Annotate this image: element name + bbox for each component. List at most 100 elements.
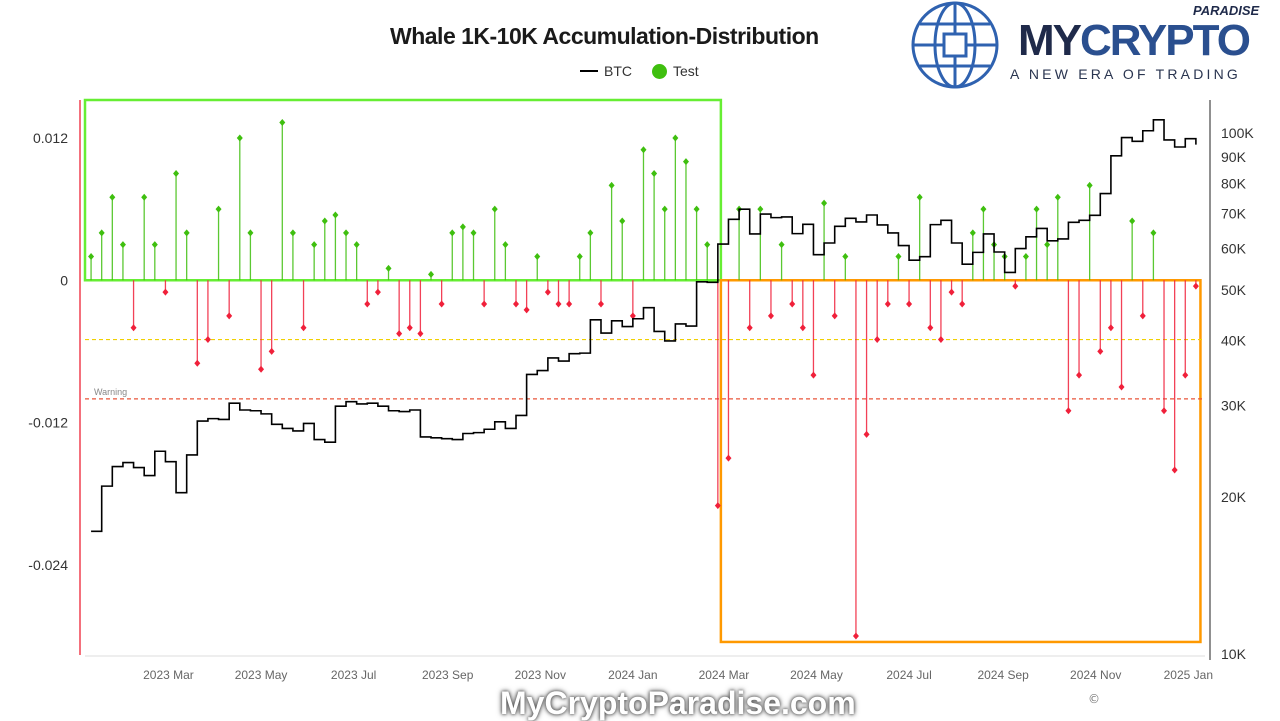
- bar-marker: [1012, 282, 1019, 290]
- legend-test-swatch: [652, 63, 667, 79]
- bar-marker: [1097, 347, 1104, 355]
- bar-marker: [268, 347, 275, 355]
- bar-marker: [746, 324, 753, 332]
- logo-paradise: PARADISE: [1193, 3, 1260, 18]
- bar-marker: [672, 134, 679, 142]
- bar-marker: [587, 229, 594, 237]
- y-right-tick-label: 90K: [1221, 149, 1247, 165]
- x-tick-label: 2024 Jul: [886, 668, 931, 682]
- bar-marker: [1054, 193, 1061, 201]
- y-left-tick-label: 0: [60, 272, 68, 288]
- bar-marker: [640, 146, 647, 154]
- btc-line: [91, 119, 1197, 533]
- bar-marker: [831, 312, 838, 320]
- bar-marker: [725, 454, 732, 462]
- bar-marker: [98, 229, 105, 237]
- bar-marker: [1076, 371, 1083, 379]
- bar-marker: [1129, 217, 1136, 225]
- bar-marker: [651, 170, 658, 178]
- bar-marker: [1192, 282, 1199, 290]
- bar-marker: [502, 241, 509, 249]
- bar-marker: [289, 229, 296, 237]
- bar-marker: [364, 300, 371, 308]
- legend: BTC Test: [580, 62, 699, 80]
- bar-marker: [481, 300, 488, 308]
- bar-marker: [661, 205, 668, 213]
- x-tick-label: 2023 Sep: [422, 668, 474, 682]
- y-right-tick-label: 60K: [1221, 241, 1247, 257]
- bar-marker: [236, 134, 243, 142]
- bar-marker: [576, 253, 583, 261]
- bar-marker: [821, 199, 828, 207]
- y-right-tick-label: 80K: [1221, 175, 1247, 191]
- bar-marker: [311, 241, 318, 249]
- bar-marker: [151, 241, 158, 249]
- legend-test-label[interactable]: Test: [673, 63, 699, 79]
- y-right-tick-label: 20K: [1221, 489, 1247, 505]
- bar-marker: [544, 288, 551, 296]
- bar-marker: [459, 223, 466, 231]
- bar-marker: [799, 324, 806, 332]
- bar-marker: [491, 205, 498, 213]
- bar-marker: [183, 229, 190, 237]
- bar-marker: [863, 430, 870, 438]
- bar-marker: [1139, 312, 1146, 320]
- bar-marker: [438, 300, 445, 308]
- bar-marker: [1107, 324, 1114, 332]
- bar-marker: [937, 336, 944, 344]
- bar-marker: [1033, 205, 1040, 213]
- reference-line-label: Warning: [94, 387, 127, 397]
- bar-marker: [969, 229, 976, 237]
- bar-marker: [88, 253, 95, 261]
- y-right-tick-label: 30K: [1221, 397, 1247, 413]
- bar-marker: [906, 300, 913, 308]
- bar-marker: [417, 330, 424, 338]
- logo-my: MY: [1018, 16, 1082, 65]
- bar-marker: [513, 300, 520, 308]
- bar-marker: [406, 324, 413, 332]
- chart-title: Whale 1K-10K Accumulation-Distribution: [390, 23, 819, 49]
- bar-marker: [470, 229, 477, 237]
- legend-btc-label[interactable]: BTC: [604, 63, 632, 79]
- bar-marker: [300, 324, 307, 332]
- bar-marker: [449, 229, 456, 237]
- bar-marker: [109, 193, 116, 201]
- bar-marker: [173, 170, 180, 178]
- bar-marker: [1171, 466, 1178, 474]
- bar-marker: [629, 312, 636, 320]
- y-left-tick-label: -0.012: [28, 415, 68, 431]
- y-right-tick-label: 40K: [1221, 332, 1247, 348]
- bar-marker: [332, 211, 339, 219]
- bar-marker: [194, 359, 201, 367]
- bar-marker: [884, 300, 891, 308]
- bar-marker: [927, 324, 934, 332]
- bar-marker: [1065, 407, 1072, 415]
- bar-marker: [682, 158, 689, 166]
- bar-marker: [1086, 181, 1093, 189]
- x-tick-label: 2024 Nov: [1070, 668, 1121, 682]
- bar-marker: [778, 241, 785, 249]
- x-tick-label: 2023 Nov: [515, 668, 566, 682]
- bar-marker: [247, 229, 254, 237]
- bar-marker: [353, 241, 360, 249]
- bar-marker: [566, 300, 573, 308]
- bar-marker: [1044, 241, 1051, 249]
- bar-marker: [1118, 383, 1125, 391]
- bar-marker: [757, 205, 764, 213]
- bar-marker: [916, 193, 923, 201]
- x-tick-label: 2024 Jan: [608, 668, 657, 682]
- bar-marker: [396, 330, 403, 338]
- globe-logo-icon: [911, 1, 999, 89]
- x-tick-label: 2023 May: [235, 668, 288, 682]
- y-left-tick-label: -0.024: [28, 557, 68, 573]
- bar-marker: [258, 365, 265, 373]
- bar-marker: [279, 119, 286, 127]
- y-right-tick-label: 70K: [1221, 206, 1247, 222]
- copyright-icon[interactable]: ©: [1088, 692, 1100, 706]
- bar-marker: [119, 241, 126, 249]
- logo-crypto: CRYPTO: [1080, 16, 1251, 65]
- y-left-tick-label: 0.012: [33, 130, 68, 146]
- bar-marker: [789, 300, 796, 308]
- bar-marker: [619, 217, 626, 225]
